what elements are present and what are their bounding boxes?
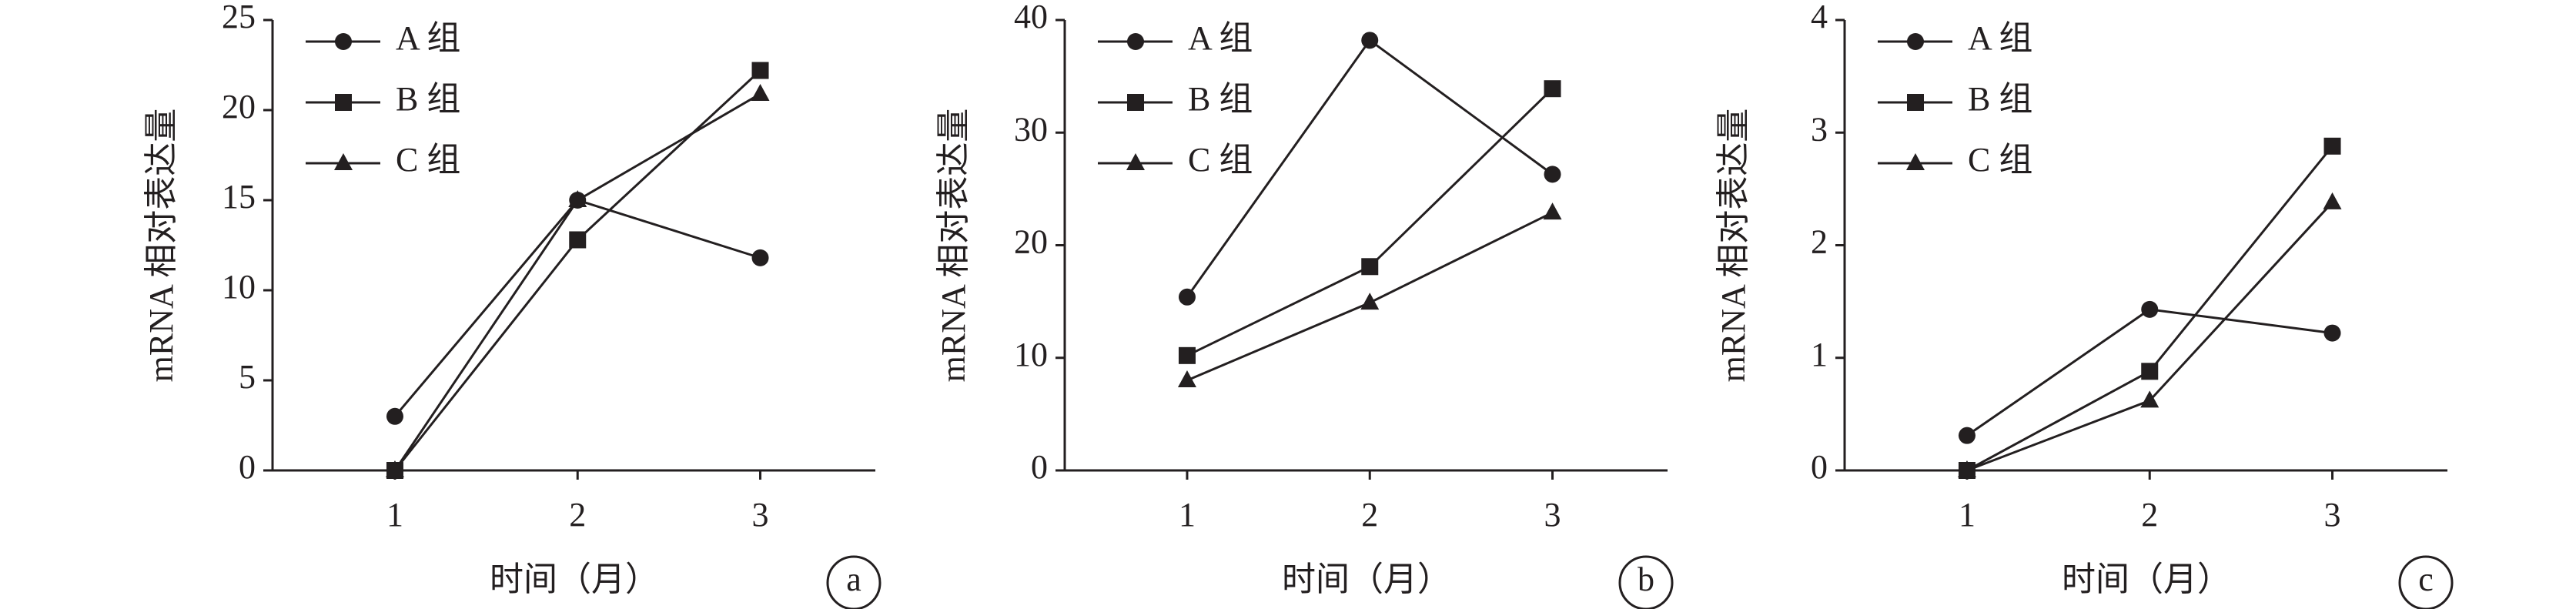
y-tick-label: 5 — [239, 358, 256, 396]
data-point — [568, 190, 587, 207]
y-tick-label: 0 — [1811, 448, 1828, 486]
legend-marker — [1907, 33, 1924, 50]
data-point — [1360, 293, 1380, 310]
legend-marker — [1126, 153, 1145, 170]
data-point — [385, 460, 404, 477]
data-point — [2140, 390, 2159, 408]
x-tick-label: 2 — [1361, 496, 1378, 534]
panel-label: a — [846, 560, 861, 598]
series-line — [1966, 201, 2333, 472]
data-point — [1361, 258, 1379, 276]
panel: 0 5 10 15 20 25 1 2 3 时间（月） mRNA 相对表达量 a A 组 B 组 C 组 — [142, 0, 882, 609]
legend-label: C 组 — [1188, 141, 1253, 179]
data-point — [2323, 137, 2341, 155]
x-tick-label: 3 — [752, 496, 769, 534]
y-tick-label: 10 — [1014, 336, 1048, 373]
data-point — [1958, 427, 1975, 444]
x-tick-label: 3 — [1544, 496, 1561, 534]
x-tick-label: 1 — [386, 496, 403, 534]
y-tick-label: 0 — [239, 448, 256, 486]
legend-label: B 组 — [396, 80, 460, 118]
data-point — [1178, 346, 1196, 364]
data-point — [386, 407, 403, 425]
y-tick-label: 25 — [222, 0, 256, 35]
x-tick-label: 1 — [1179, 496, 1196, 534]
y-axis-label: mRNA 相对表达量 — [1715, 109, 1752, 383]
series-line — [393, 69, 761, 471]
data-point — [569, 231, 587, 249]
data-point — [751, 249, 769, 266]
x-tick-label: 3 — [2324, 496, 2341, 534]
panel-badge — [1618, 555, 1674, 609]
y-axis-label: mRNA 相对表达量 — [935, 109, 972, 383]
panel: 0 10 20 30 40 1 2 3 时间（月） mRNA 相对表达量 b A 组 B 组 C 组 — [935, 0, 1674, 609]
x-axis-label: 时间（月） — [1282, 560, 1451, 598]
y-axis-label: mRNA 相对表达量 — [142, 109, 180, 383]
y-tick-label: 40 — [1014, 0, 1048, 35]
data-point — [1361, 32, 1379, 49]
panel-badge — [2398, 555, 2454, 609]
x-tick-label: 1 — [1959, 496, 1975, 534]
data-point — [2323, 324, 2341, 342]
data-point — [751, 83, 770, 101]
legend-label: C 组 — [396, 141, 460, 179]
data-point — [1177, 370, 1196, 387]
legend-marker — [1127, 33, 1144, 50]
y-tick-label: 15 — [222, 178, 256, 216]
y-tick-label: 30 — [1014, 110, 1048, 148]
y-tick-label: 2 — [1811, 223, 1828, 261]
panel-label: c — [2418, 560, 2434, 598]
data-point — [1544, 80, 1561, 98]
x-tick-label: 2 — [2141, 496, 2158, 534]
legend-marker — [335, 33, 352, 50]
legend-label: A 组 — [396, 19, 460, 57]
y-tick-label: 3 — [1811, 110, 1828, 148]
legend-marker — [335, 94, 352, 111]
y-tick-label: 1 — [1811, 336, 1828, 373]
legend-label: B 组 — [1968, 80, 2032, 118]
y-tick-label: 20 — [222, 88, 256, 125]
legend-marker — [1907, 94, 1924, 111]
panel: 0 1 2 3 4 1 2 3 时间（月） mRNA 相对表达量 c A 组 B 组 C 组 — [1715, 0, 2454, 609]
x-axis-label: 时间（月） — [2062, 560, 2231, 598]
y-tick-label: 0 — [1031, 448, 1048, 486]
data-point — [751, 62, 769, 79]
data-point — [1543, 202, 1562, 220]
y-tick-label: 4 — [1811, 0, 1828, 35]
y-tick-label: 10 — [222, 268, 256, 306]
data-point — [2141, 300, 2159, 318]
data-point — [2323, 192, 2342, 209]
x-axis-label: 时间（月） — [490, 560, 659, 598]
panel-label: b — [1638, 560, 1654, 598]
legend-marker — [1906, 153, 1925, 170]
data-point — [1544, 166, 1561, 183]
x-tick-label: 2 — [569, 496, 586, 534]
legend-label: C 组 — [1968, 141, 2032, 179]
panel-badge — [826, 555, 882, 609]
legend-label: A 组 — [1968, 19, 2032, 57]
data-point — [1178, 288, 1196, 306]
legend-label: B 组 — [1188, 80, 1253, 118]
legend-marker — [334, 153, 353, 170]
legend-label: A 组 — [1188, 19, 1253, 57]
y-tick-label: 20 — [1014, 223, 1048, 261]
legend-marker — [1127, 94, 1144, 111]
series-line — [1186, 88, 1554, 357]
data-point — [1957, 460, 1976, 477]
data-point — [2141, 363, 2159, 380]
